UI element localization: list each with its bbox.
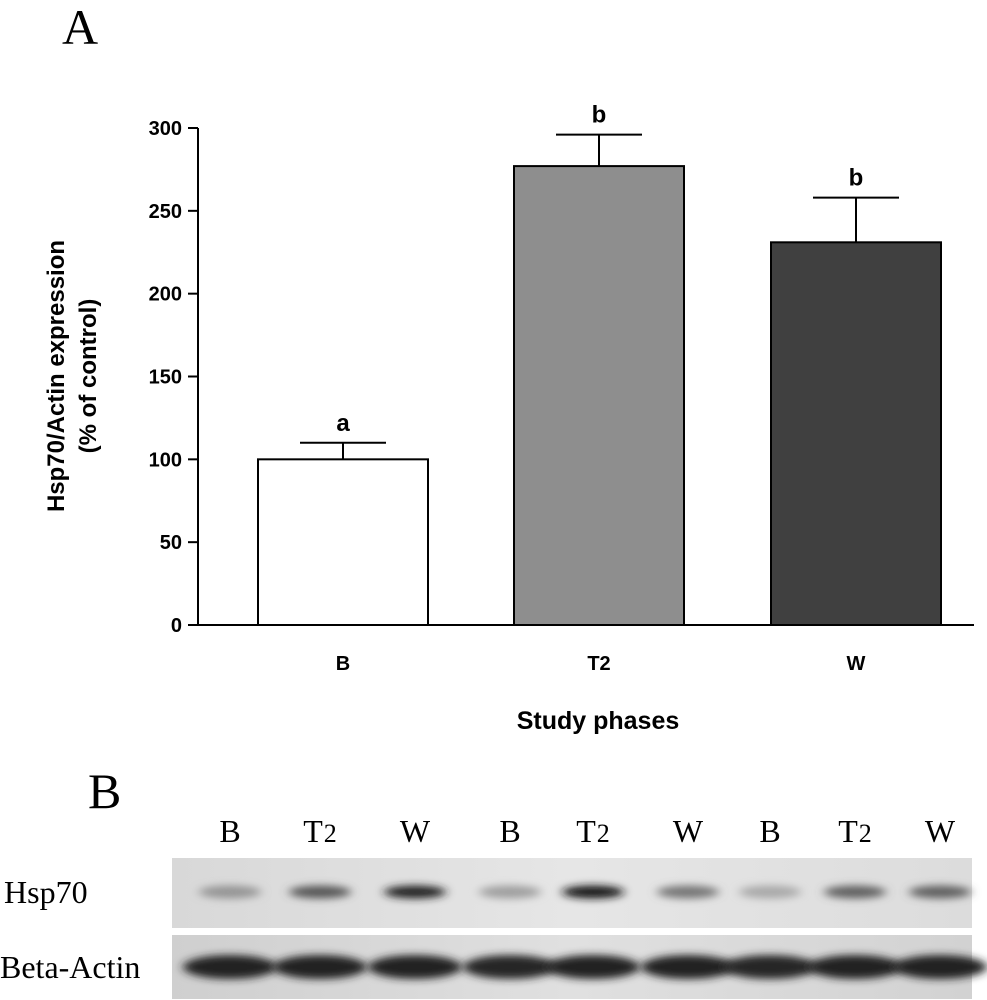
error-bars-group bbox=[300, 133, 899, 460]
y-tick-label: 0 bbox=[171, 615, 182, 637]
blot-band bbox=[893, 955, 987, 979]
lane-label-subscript: 2 bbox=[324, 819, 337, 848]
blot-band bbox=[909, 885, 971, 899]
y-tick-label: 300 bbox=[149, 118, 182, 140]
x-tick-label: B bbox=[336, 653, 350, 675]
blot-band bbox=[723, 955, 817, 979]
significance-label: a bbox=[336, 410, 350, 437]
panel-a-label: A bbox=[62, 0, 98, 55]
bar-w bbox=[770, 241, 942, 626]
blot-band bbox=[273, 955, 367, 979]
y-axis-label-line1: Hsp70/Actin expression bbox=[43, 240, 70, 512]
blot-band bbox=[641, 955, 735, 979]
bar-b bbox=[257, 458, 429, 627]
bar-chart: a b b 0 50 100 150 200 250 300 B T2 W Hsp70/Actin … bbox=[43, 102, 974, 735]
significance-label: b bbox=[849, 165, 864, 192]
blot-band bbox=[739, 885, 801, 899]
western-blot: Hsp70 Beta-Actin bbox=[0, 858, 987, 999]
x-axis-label: Study phases bbox=[517, 707, 680, 735]
lane-label-subscript: 2 bbox=[597, 819, 610, 848]
blot-band bbox=[199, 885, 261, 899]
lane-label: W bbox=[673, 813, 704, 849]
blot-band bbox=[368, 955, 462, 979]
y-axis-label-line2: (% of control) bbox=[75, 299, 102, 454]
y-tick-label: 200 bbox=[149, 284, 182, 306]
lane-label: W bbox=[400, 813, 431, 849]
lane-label: W bbox=[925, 813, 956, 849]
row-label-beta-actin: Beta-Actin bbox=[0, 949, 140, 985]
blot-band bbox=[562, 885, 624, 899]
x-tick-label: W bbox=[847, 653, 866, 675]
significance-label: b bbox=[592, 102, 607, 129]
blot-band bbox=[657, 885, 719, 899]
bars-group bbox=[257, 165, 942, 627]
y-tick-label: 50 bbox=[160, 532, 182, 554]
bar-t2 bbox=[513, 165, 685, 626]
y-tick-label: 100 bbox=[149, 449, 182, 471]
blot-band bbox=[546, 955, 640, 979]
row-label-hsp70: Hsp70 bbox=[4, 874, 88, 910]
lane-label: T2 bbox=[838, 813, 872, 849]
lane-label: T2 bbox=[303, 813, 337, 849]
lane-label: T2 bbox=[576, 813, 610, 849]
lane-label: B bbox=[219, 813, 240, 849]
blot-band bbox=[808, 955, 902, 979]
y-tick-label: 150 bbox=[149, 367, 182, 389]
significance-labels-group: a b b bbox=[336, 102, 863, 437]
panel-b-label: B bbox=[88, 763, 121, 819]
blot-band bbox=[463, 955, 557, 979]
blot-band bbox=[183, 955, 277, 979]
lane-label: B bbox=[499, 813, 520, 849]
x-tick-label: T2 bbox=[587, 653, 610, 675]
lane-label: B bbox=[759, 813, 780, 849]
blot-band bbox=[824, 885, 886, 899]
blot-band bbox=[289, 885, 351, 899]
blot-band bbox=[384, 885, 446, 899]
lane-labels-group: B T2 W B T2 W B T2 W bbox=[219, 813, 956, 849]
lane-label-subscript: 2 bbox=[859, 819, 872, 848]
x-tick-labels-group: B T2 W bbox=[336, 653, 866, 675]
y-tick-label: 250 bbox=[149, 201, 182, 223]
bands-group bbox=[183, 885, 987, 979]
y-ticks-group: 0 50 100 150 200 250 300 bbox=[149, 118, 198, 637]
blot-band bbox=[479, 885, 541, 899]
